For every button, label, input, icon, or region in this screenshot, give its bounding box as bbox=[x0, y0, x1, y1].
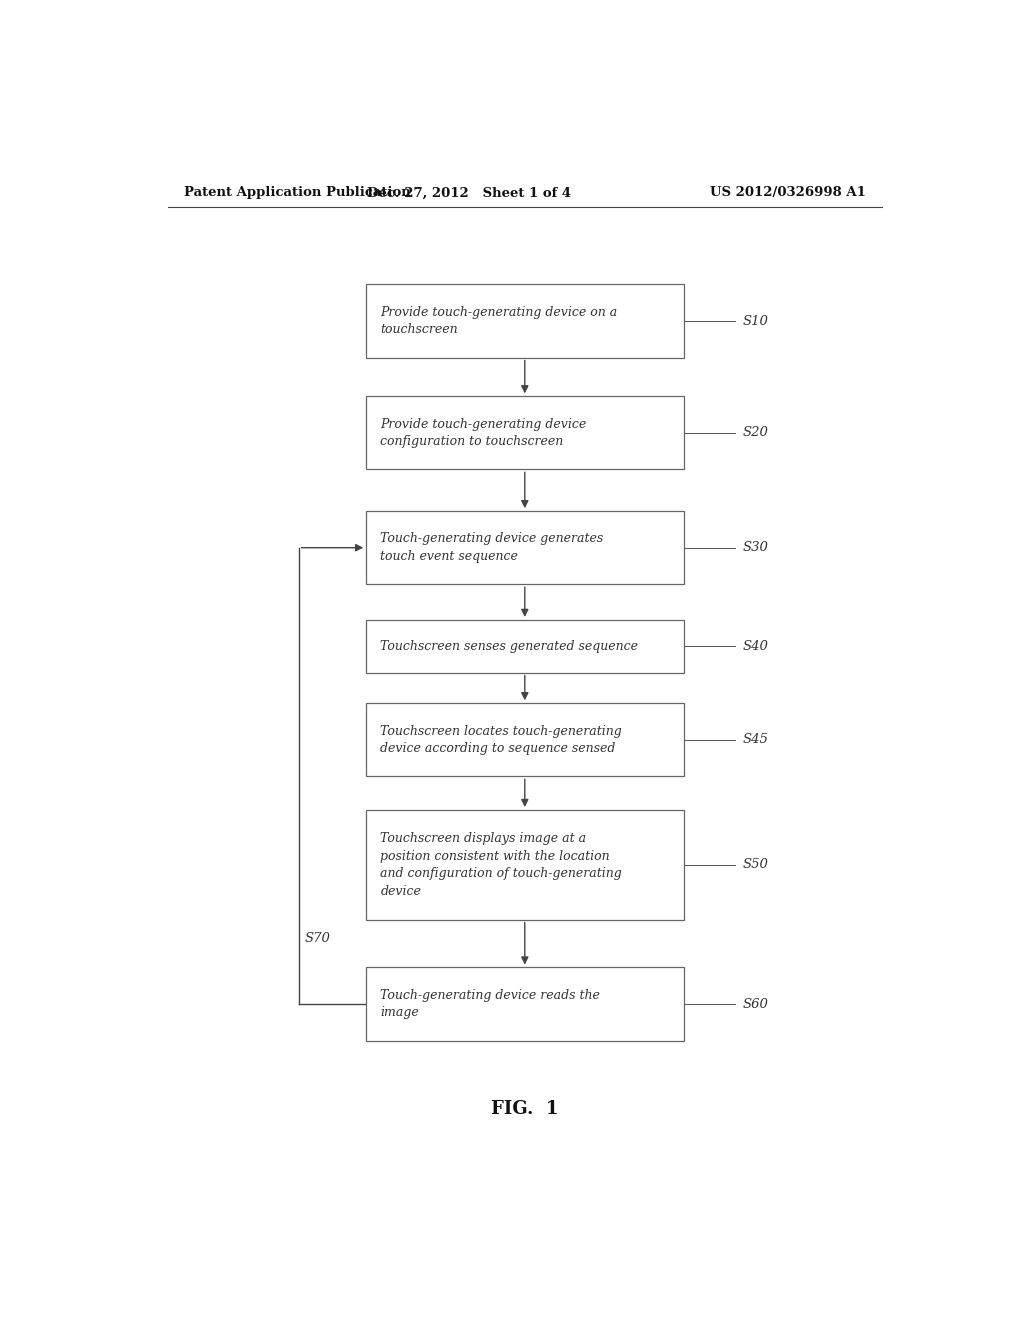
FancyBboxPatch shape bbox=[367, 810, 684, 920]
Text: US 2012/0326998 A1: US 2012/0326998 A1 bbox=[711, 186, 866, 199]
Text: S10: S10 bbox=[743, 314, 769, 327]
FancyBboxPatch shape bbox=[367, 704, 684, 776]
Text: S20: S20 bbox=[743, 426, 769, 440]
FancyBboxPatch shape bbox=[367, 620, 684, 673]
Text: S50: S50 bbox=[743, 858, 769, 871]
Text: Provide touch-generating device on a
touchscreen: Provide touch-generating device on a tou… bbox=[380, 306, 617, 337]
Text: Touchscreen displays image at a
position consistent with the location
and config: Touchscreen displays image at a position… bbox=[380, 832, 623, 898]
Text: Provide touch-generating device
configuration to touchscreen: Provide touch-generating device configur… bbox=[380, 417, 587, 447]
FancyBboxPatch shape bbox=[367, 968, 684, 1040]
Text: S30: S30 bbox=[743, 541, 769, 554]
Text: Touchscreen locates touch-generating
device according to sequence sensed: Touchscreen locates touch-generating dev… bbox=[380, 725, 623, 755]
Text: S70: S70 bbox=[305, 932, 331, 945]
FancyBboxPatch shape bbox=[367, 511, 684, 585]
Text: S60: S60 bbox=[743, 998, 769, 1011]
Text: FIG.  1: FIG. 1 bbox=[492, 1100, 558, 1118]
Text: Touch-generating device reads the
image: Touch-generating device reads the image bbox=[380, 989, 600, 1019]
Text: Touchscreen senses generated sequence: Touchscreen senses generated sequence bbox=[380, 640, 638, 653]
Text: S40: S40 bbox=[743, 640, 769, 653]
Text: Patent Application Publication: Patent Application Publication bbox=[183, 186, 411, 199]
Text: S45: S45 bbox=[743, 734, 769, 746]
FancyBboxPatch shape bbox=[367, 396, 684, 470]
FancyBboxPatch shape bbox=[367, 284, 684, 358]
Text: Dec. 27, 2012   Sheet 1 of 4: Dec. 27, 2012 Sheet 1 of 4 bbox=[368, 186, 571, 199]
Text: Touch-generating device generates
touch event sequence: Touch-generating device generates touch … bbox=[380, 532, 603, 562]
